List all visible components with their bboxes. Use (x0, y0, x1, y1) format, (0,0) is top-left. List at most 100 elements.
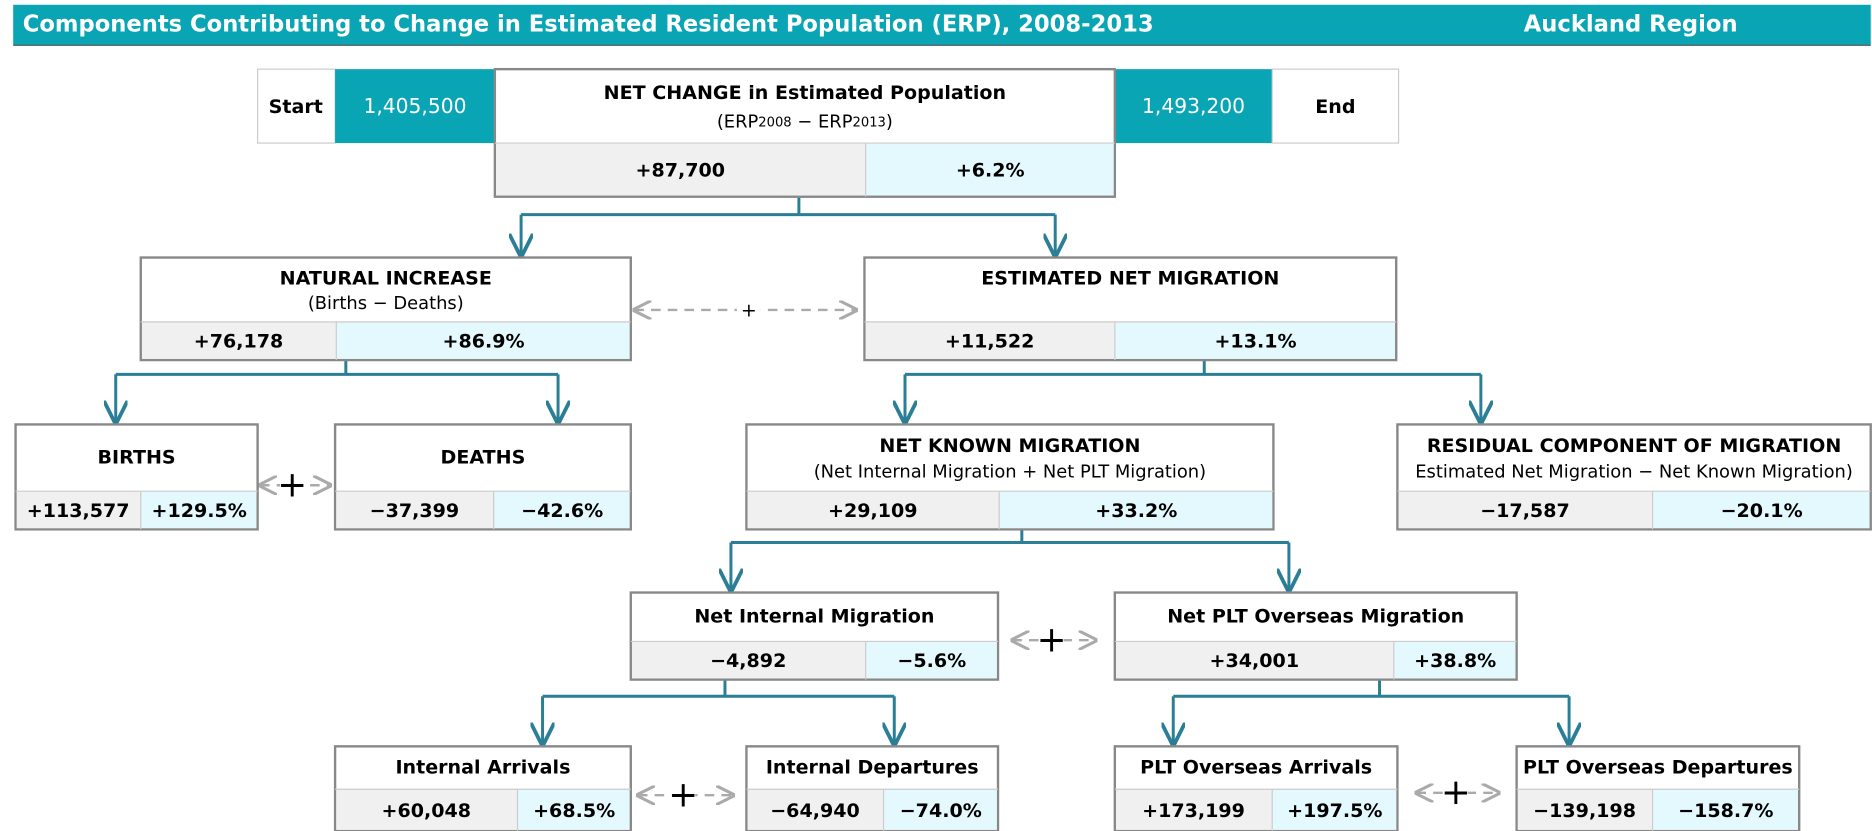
subtitle-part: − ERP (792, 111, 853, 132)
node-title: PLT Overseas Arrivals (1140, 756, 1372, 778)
value-cell (747, 491, 1000, 529)
operator-bg (1443, 776, 1468, 810)
node-subtitle: Estimated Net Migration − Net Known Migr… (1415, 462, 1853, 483)
node-subtitle: (ERP2008 − ERP2013) (717, 111, 893, 132)
start-value-box (335, 69, 495, 144)
operator: + (741, 300, 757, 322)
node-percent: +129.5% (152, 500, 247, 522)
subtitle-part: 2013 (853, 115, 886, 130)
node-subtitle: (Net Internal Migration + Net PLT Migrat… (814, 462, 1206, 483)
value-cell (631, 641, 866, 679)
percent-cell (1114, 321, 1396, 359)
node-title: Internal Arrivals (395, 756, 570, 778)
node-value: +87,700 (635, 160, 725, 182)
value-cell (1398, 491, 1653, 529)
node-title: RESIDUAL COMPONENT OF MIGRATION (1427, 435, 1841, 457)
node-title: Net PLT Overseas Migration (1167, 605, 1464, 627)
start-value: 1,405,500 (363, 94, 466, 118)
node-title: PLT Overseas Departures (1523, 756, 1793, 778)
value-cell (336, 789, 518, 830)
node-percent: +68.5% (533, 800, 615, 822)
node-value: +173,199 (1142, 800, 1245, 822)
value-cell (16, 491, 141, 529)
percent-cell (1652, 789, 1798, 830)
node-percent: +13.1% (1214, 331, 1296, 353)
percent-cell (865, 143, 1114, 196)
value-cell (747, 789, 884, 830)
node-title: DEATHS (441, 446, 526, 468)
node-percent: −158.7% (1678, 800, 1773, 822)
percent-cell (140, 491, 257, 529)
header-bar (13, 4, 1871, 46)
node-percent: +197.5% (1287, 800, 1382, 822)
node-value: +11,522 (945, 331, 1035, 353)
operator: + (1037, 619, 1067, 660)
operator-bg (671, 778, 696, 812)
operator: + (277, 464, 307, 505)
operator: + (668, 774, 698, 815)
node-value: −37,399 (370, 500, 460, 522)
value-cell (141, 321, 337, 359)
value-cell (1517, 789, 1653, 830)
header-title: Components Contributing to Change in Est… (23, 12, 1154, 38)
node-title: Internal Departures (766, 756, 979, 778)
percent-cell (493, 491, 630, 529)
subtitle-part: Estimated Net Migration − Net Known Migr… (1415, 462, 1853, 483)
subtitle-part: (Births − Deaths) (308, 293, 464, 314)
node-title: NET KNOWN MIGRATION (879, 435, 1140, 457)
node-title: ESTIMATED NET MIGRATION (981, 267, 1279, 289)
node-value: +60,048 (382, 800, 472, 822)
percent-cell (517, 789, 630, 830)
subtitle-part: (Net Internal Migration + Net PLT Migrat… (814, 462, 1206, 483)
node-value: +34,001 (1210, 650, 1300, 672)
operator-bg (736, 293, 761, 327)
percent-cell (1272, 789, 1397, 830)
node-percent: −42.6% (521, 500, 603, 522)
node-percent: +86.9% (442, 331, 524, 353)
value-cell (496, 143, 866, 196)
end-label-box (1271, 68, 1400, 144)
end-label: End (1315, 96, 1355, 118)
node-percent: −20.1% (1721, 500, 1803, 522)
subtitle-part: (ERP (717, 111, 759, 132)
value-cell (1116, 641, 1394, 679)
node-percent: +6.2% (956, 160, 1025, 182)
node-value: +113,577 (27, 500, 130, 522)
value-cell (865, 321, 1115, 359)
node-subtitle: (Births − Deaths) (308, 293, 464, 314)
value-cell (336, 491, 494, 529)
header-region: Auckland Region (1524, 12, 1738, 38)
percent-cell (336, 321, 630, 359)
percent-cell (883, 789, 997, 830)
node-value: −4,892 (710, 650, 786, 672)
percent-cell (1393, 641, 1516, 679)
start-label: Start (269, 96, 323, 118)
node-title: BIRTHS (98, 446, 176, 468)
percent-cell (865, 641, 997, 679)
operator: + (1441, 772, 1471, 813)
node-title: NATURAL INCREASE (280, 267, 492, 289)
end-value: 1,493,200 (1142, 94, 1245, 118)
node-value: −64,940 (770, 800, 860, 822)
node-percent: +33.2% (1095, 500, 1177, 522)
node-value: −139,198 (1533, 800, 1636, 822)
node-title: NET CHANGE in Estimated Population (604, 82, 1006, 104)
node-value: +76,178 (194, 331, 284, 353)
node-percent: −5.6% (897, 650, 966, 672)
percent-cell (999, 491, 1273, 529)
node-title: Net Internal Migration (694, 605, 934, 627)
operator-bg (1039, 623, 1064, 657)
operator-bg (280, 468, 305, 502)
node-percent: +38.8% (1414, 650, 1496, 672)
node-value: +29,109 (828, 500, 918, 522)
end-value-box (1114, 69, 1273, 144)
subtitle-part: 2008 (758, 115, 791, 130)
percent-cell (1652, 491, 1870, 529)
node-value: −17,587 (1480, 500, 1570, 522)
value-cell (1116, 789, 1273, 830)
node-percent: −74.0% (900, 800, 982, 822)
start-label-box (257, 68, 336, 144)
subtitle-part: ) (886, 111, 893, 132)
